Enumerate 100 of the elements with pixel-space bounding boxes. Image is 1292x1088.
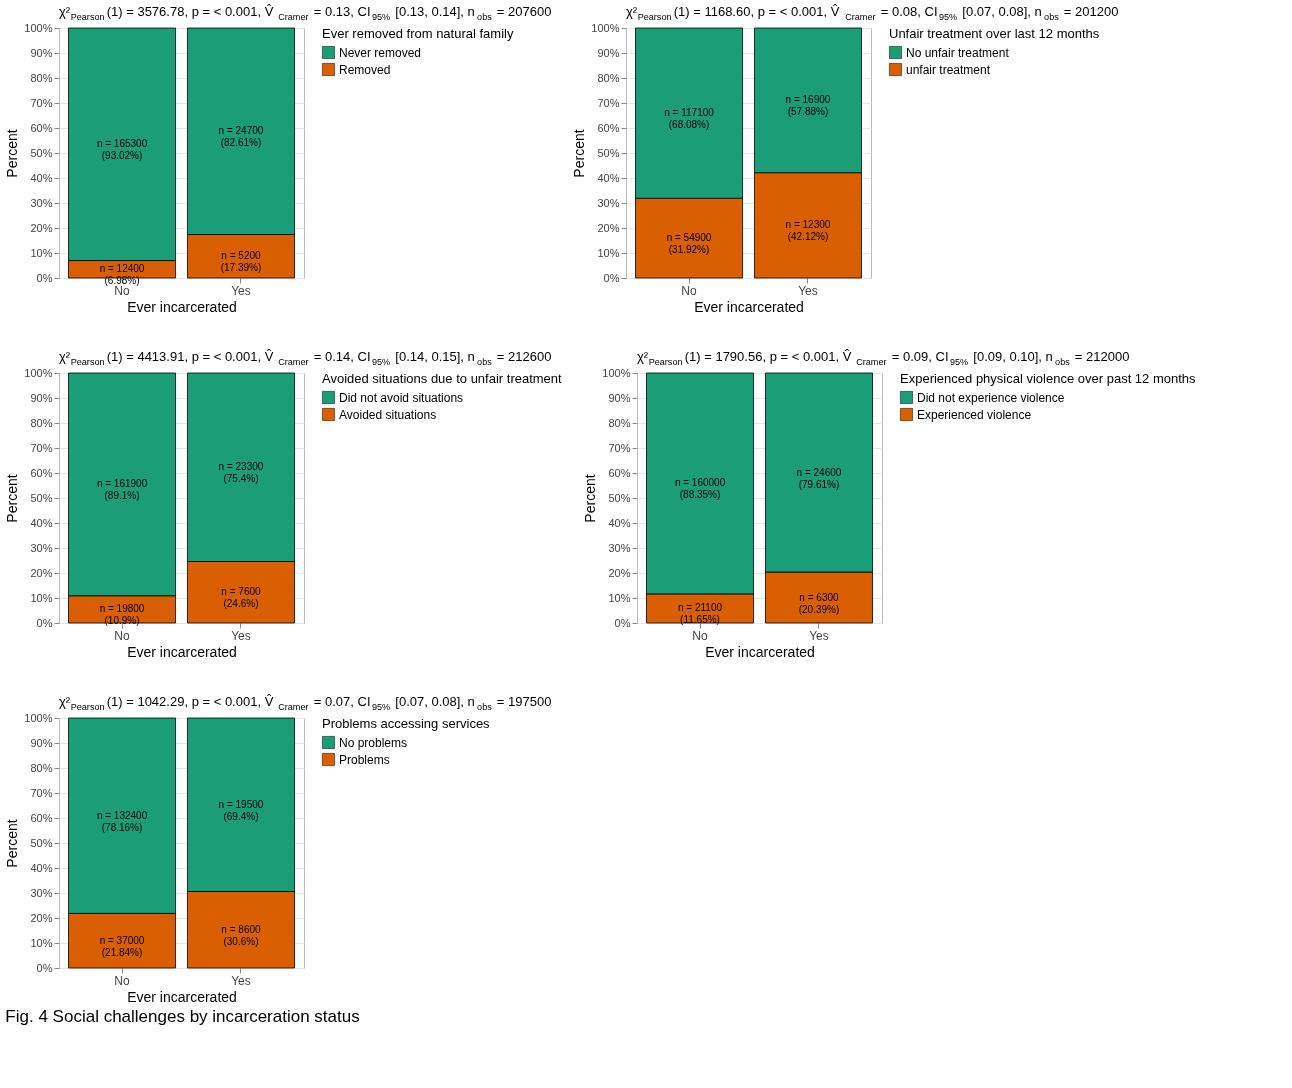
- y-tick-label: 20%: [30, 221, 53, 234]
- y-tick-label: 0%: [36, 961, 53, 974]
- y-tick-label: 20%: [30, 911, 53, 924]
- y-tick-label: 20%: [597, 221, 620, 234]
- legend-label: Problems: [339, 752, 390, 767]
- legend-label: No problems: [339, 735, 408, 750]
- y-tick-label: 20%: [608, 566, 631, 579]
- y-tick-label: 90%: [608, 391, 631, 404]
- y-tick-label: 60%: [597, 121, 620, 134]
- y-tick-label: 60%: [30, 466, 53, 479]
- y-tick-label: 80%: [30, 761, 53, 774]
- y-tick-label: 10%: [597, 246, 620, 259]
- y-tick-label: 0%: [614, 616, 631, 629]
- x-tick-label: No: [114, 973, 131, 988]
- y-tick-label: 10%: [608, 591, 631, 604]
- y-tick-label: 80%: [30, 416, 53, 429]
- data-label: n = 6300 (20.39%): [798, 591, 840, 615]
- y-tick-label: 50%: [30, 836, 53, 849]
- caption: Fig. 4 Social challenges by incarceration status: [5, 1006, 360, 1026]
- data-label: n = 8600 (30.6%): [221, 923, 261, 947]
- x-tick-label: Yes: [231, 973, 251, 988]
- data-label: n = 12300 (42.12%): [785, 219, 831, 243]
- y-tick-label: 100%: [602, 366, 631, 379]
- y-tick-label: 100%: [591, 21, 620, 34]
- y-tick-label: 70%: [597, 96, 620, 109]
- legend-title: Experienced physical violence over past 12 months: [900, 371, 1197, 386]
- x-tick-label: Yes: [231, 628, 251, 643]
- y-tick-label: 30%: [30, 196, 53, 209]
- y-axis-title: Percent: [571, 129, 588, 178]
- y-tick-label: 90%: [30, 391, 53, 404]
- y-tick-label: 10%: [30, 936, 53, 949]
- x-axis-title: Ever incarcerated: [694, 298, 804, 315]
- y-axis-title: Percent: [582, 474, 599, 523]
- y-tick-label: 90%: [30, 46, 53, 59]
- y-tick-label: 0%: [603, 271, 620, 284]
- y-tick-label: 30%: [30, 886, 53, 899]
- y-tick-label: 90%: [30, 736, 53, 749]
- y-tick-label: 0%: [36, 271, 53, 284]
- legend-title: Avoided situations due to unfair treatment: [322, 371, 563, 386]
- y-tick-label: 100%: [24, 366, 53, 379]
- data-label: n = 165300 (93.02%): [96, 138, 148, 162]
- y-tick-label: 60%: [30, 811, 53, 824]
- data-label: n = 37000 (21.84%): [99, 934, 145, 958]
- x-axis-title: Ever incarcerated: [705, 643, 815, 660]
- x-tick-label: No: [692, 628, 709, 643]
- x-tick-label: Yes: [798, 283, 818, 298]
- legend-label: Removed: [339, 62, 391, 77]
- y-tick-label: 30%: [608, 541, 631, 554]
- x-axis-title: Ever incarcerated: [127, 298, 237, 315]
- legend-title: Unfair treatment over last 12 months: [889, 26, 1100, 41]
- x-tick-label: Yes: [231, 283, 251, 298]
- y-tick-label: 50%: [608, 491, 631, 504]
- y-tick-label: 70%: [30, 96, 53, 109]
- legend-label: No unfair treatment: [906, 45, 1010, 60]
- data-label: n = 19500 (69.4%): [218, 798, 264, 822]
- y-tick-label: 90%: [597, 46, 620, 59]
- y-tick-label: 60%: [30, 121, 53, 134]
- y-tick-label: 30%: [30, 541, 53, 554]
- y-tick-label: 40%: [30, 861, 53, 874]
- x-tick-label: Yes: [809, 628, 829, 643]
- y-tick-label: 80%: [608, 416, 631, 429]
- data-label: n = 132400 (78.16%): [96, 809, 148, 833]
- y-tick-label: 0%: [36, 616, 53, 629]
- y-axis-title: Percent: [4, 474, 21, 523]
- data-label: n = 16900 (57.88%): [785, 94, 831, 118]
- x-tick-label: No: [114, 628, 131, 643]
- y-tick-label: 70%: [30, 441, 53, 454]
- legend-title: Problems accessing services: [322, 716, 491, 731]
- data-label: n = 21100 (11.65%): [678, 602, 723, 626]
- legend-label: Experienced violence: [917, 407, 1032, 422]
- legend-title: Ever removed from natural family: [322, 26, 514, 41]
- y-tick-label: 80%: [597, 71, 620, 84]
- y-tick-label: 100%: [24, 21, 53, 34]
- data-label: n = 117100 (68.08%): [664, 107, 715, 131]
- data-label: n = 7600 (24.6%): [221, 586, 261, 610]
- x-tick-label: No: [681, 283, 698, 298]
- y-axis-title: Percent: [4, 129, 21, 178]
- y-tick-label: 40%: [30, 516, 53, 529]
- legend-label: Avoided situations: [339, 407, 437, 422]
- data-label: n = 5200 (17.39%): [220, 250, 262, 274]
- y-tick-label: 100%: [24, 711, 53, 724]
- legend-label: unfair treatment: [906, 62, 991, 77]
- y-tick-label: 40%: [30, 171, 53, 184]
- y-tick-label: 10%: [30, 246, 53, 259]
- data-label: n = 161900 (89.1%): [96, 478, 148, 502]
- data-label: n = 160000 (88.35%): [674, 477, 726, 501]
- y-tick-label: 50%: [30, 491, 53, 504]
- data-label: n = 24700 (82.61%): [218, 125, 264, 149]
- data-label: n = 24600 (79.61%): [796, 466, 842, 490]
- y-tick-label: 50%: [30, 146, 53, 159]
- data-label: n = 23300 (75.4%): [218, 461, 264, 485]
- y-tick-label: 40%: [608, 516, 631, 529]
- legend-label: Did not avoid situations: [339, 390, 464, 405]
- x-axis-title: Ever incarcerated: [127, 988, 237, 1005]
- y-tick-label: 40%: [597, 171, 620, 184]
- x-axis-title: Ever incarcerated: [127, 643, 237, 660]
- y-tick-label: 30%: [597, 196, 620, 209]
- y-tick-label: 80%: [30, 71, 53, 84]
- y-tick-label: 70%: [608, 441, 631, 454]
- y-tick-label: 50%: [597, 146, 620, 159]
